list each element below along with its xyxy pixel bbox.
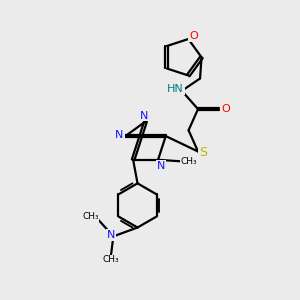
Text: HN: HN bbox=[167, 84, 184, 94]
Text: N: N bbox=[140, 110, 148, 121]
Text: S: S bbox=[199, 146, 207, 159]
Text: N: N bbox=[107, 230, 115, 240]
Text: CH₃: CH₃ bbox=[181, 157, 197, 166]
Text: N: N bbox=[157, 161, 165, 171]
Text: N: N bbox=[115, 130, 124, 140]
Text: CH₃: CH₃ bbox=[102, 255, 119, 264]
Text: CH₃: CH₃ bbox=[82, 212, 99, 221]
Text: O: O bbox=[221, 104, 230, 114]
Text: O: O bbox=[189, 31, 198, 41]
